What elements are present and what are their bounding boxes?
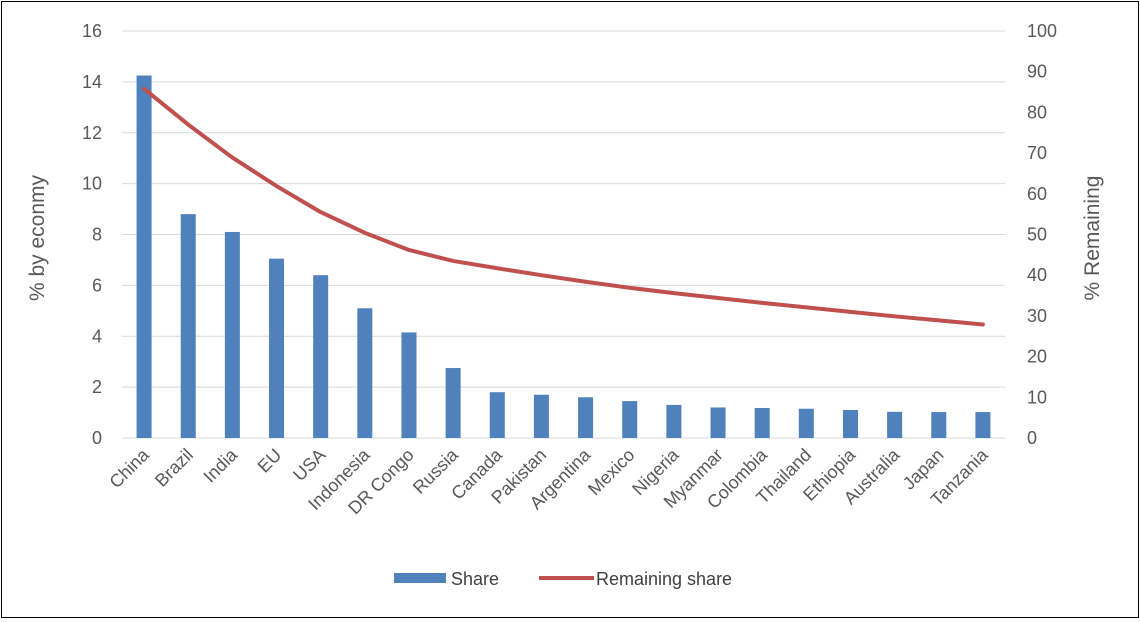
bar-japan: [931, 412, 946, 438]
left-axis-tick-label: 0: [92, 428, 102, 448]
left-axis-tick-label: 12: [82, 123, 102, 143]
bar-indonesia: [357, 308, 372, 438]
bar-canada: [490, 392, 505, 438]
bar-nigeria: [666, 405, 681, 438]
right-axis-tick-label: 10: [1027, 387, 1047, 407]
left-axis-tick-label: 10: [82, 174, 102, 194]
bar-ethiopia: [843, 410, 858, 438]
bar-usa: [313, 275, 328, 438]
right-axis-tick-label: 50: [1027, 225, 1047, 245]
left-axis-tick-label: 4: [92, 326, 102, 346]
bar-china: [137, 76, 152, 438]
right-axis-tick-label: 0: [1027, 428, 1037, 448]
bar-pakistan: [534, 395, 549, 438]
legend: Share Remaining share: [394, 569, 732, 589]
right-axis-tick-label: 30: [1027, 306, 1047, 326]
left-axis-tick-label: 14: [82, 72, 102, 92]
right-axis-tick-label: 80: [1027, 102, 1047, 122]
left-axis-ticks: 0 2 4 6 8 10 12 14 16: [82, 21, 102, 448]
right-axis-tick-label: 90: [1027, 62, 1047, 82]
bar-argentina: [578, 397, 593, 438]
bar-mexico: [622, 401, 637, 438]
legend-label-share: Share: [451, 569, 499, 589]
bar-india: [225, 232, 240, 438]
x-axis-tick-label: Brazil: [151, 445, 197, 491]
bar-thailand: [799, 409, 814, 438]
left-axis-tick-label: 6: [92, 275, 102, 295]
bar-tanzania: [975, 412, 990, 438]
left-axis-title: % by econmy: [26, 174, 49, 301]
legend-swatch-share: [394, 573, 446, 583]
x-axis-tick-label: EU: [254, 445, 286, 477]
bar-series-share: [137, 76, 991, 438]
right-axis-tick-label: 100: [1027, 21, 1057, 41]
x-axis-tick-label: China: [106, 444, 154, 492]
x-axis-tick-label: Mexico: [584, 445, 638, 499]
bar-eu: [269, 259, 284, 438]
left-axis-tick-label: 2: [92, 377, 102, 397]
bar-australia: [887, 412, 902, 438]
right-axis-ticks: 0 10 20 30 40 50 60 70 80 90 100: [1027, 21, 1057, 448]
x-axis-tick-label: USA: [289, 445, 329, 485]
legend-label-remaining-share: Remaining share: [596, 569, 732, 589]
left-axis-tick-label: 8: [92, 225, 102, 245]
gridlines: [122, 31, 1005, 438]
bar-dr-congo: [401, 332, 416, 438]
x-axis-tick-label: India: [199, 444, 241, 486]
bar-colombia: [755, 408, 770, 438]
bar-brazil: [181, 214, 196, 438]
right-axis-tick-label: 60: [1027, 184, 1047, 204]
right-axis-tick-label: 70: [1027, 143, 1047, 163]
bar-myanmar: [711, 407, 726, 438]
bar-russia: [446, 368, 461, 438]
right-axis-title: % Remaining: [1081, 176, 1104, 301]
right-axis-tick-label: 40: [1027, 265, 1047, 285]
left-axis-tick-label: 16: [82, 21, 102, 41]
right-axis-tick-label: 20: [1027, 347, 1047, 367]
